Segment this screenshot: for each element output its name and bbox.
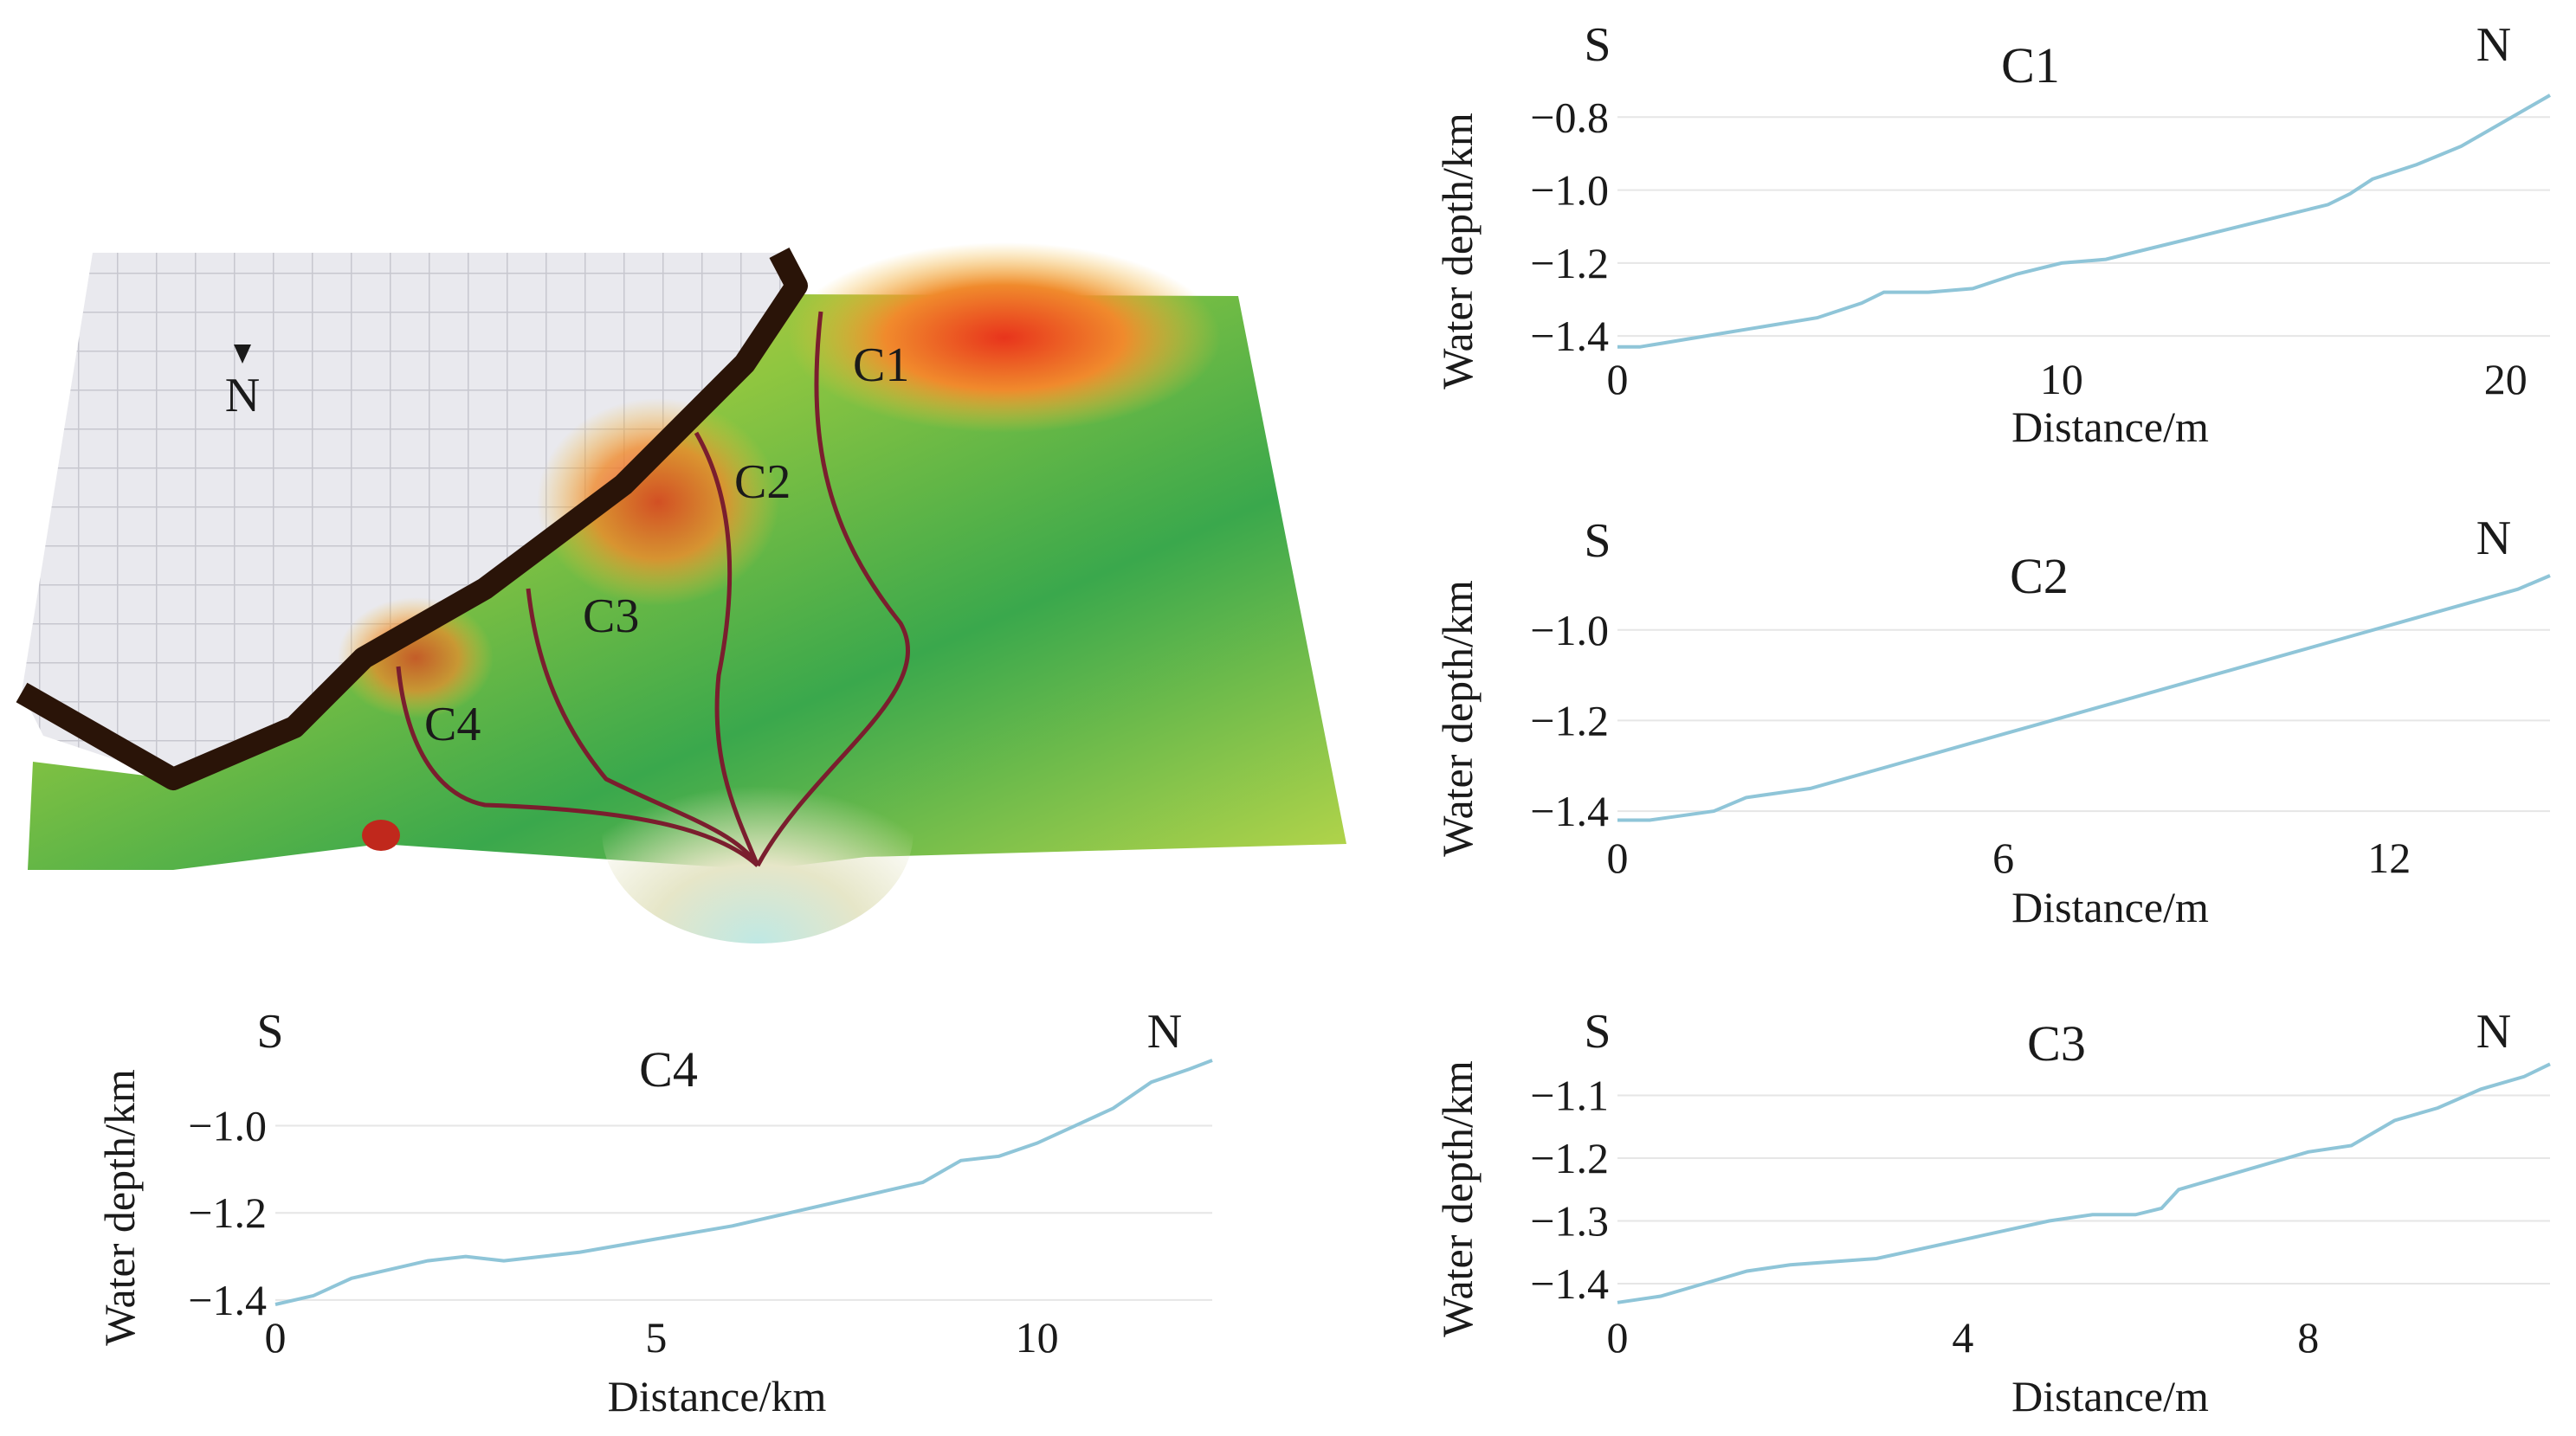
chart-title-c3: C3 [2027,1015,2086,1072]
channel-c4-thalweg [396,666,759,867]
chart-title-c2: C2 [2010,548,2069,604]
chart-title-c4: C4 [639,1041,698,1098]
shelf-break-escarpment [16,247,808,790]
channel-c3-thalweg [526,588,760,867]
x-tick-label-c1-0: 0 [1607,355,1629,403]
y-axis-title-c2: Water depth/km [1433,580,1482,857]
channel-c2-thalweg [694,431,760,866]
chart-right-label-c4: N [1147,1005,1182,1059]
x-tick-label-c3-1: 4 [1952,1313,1973,1362]
y-tick-label-c1-0: −0.8 [1530,93,1609,141]
x-tick-label-c2-1: 6 [1992,834,2014,882]
continental-shelf [22,253,797,779]
channel-label-c3: C3 [583,589,639,643]
chart-c4: −1.0 −1.2 −1.4 0 5 10 C4 S N Distance/km Wat… [95,1005,1213,1420]
chart-left-label-c3: S [1584,1005,1611,1059]
lower-slope-high [338,597,494,718]
x-tick-label-c1-2: 20 [2484,355,2528,403]
channel-c1-thalweg [755,311,910,867]
x-tick-label-c4-2: 10 [1016,1313,1059,1362]
x-axis-title-c1: Distance/m [2011,402,2209,451]
y-tick-label-c2-2: −1.4 [1530,787,1609,835]
y-tick-label-c1-2: −1.2 [1530,239,1609,287]
chart-right-label-c1: N [2476,18,2511,72]
chart-c3: −1.1 −1.2 −1.3 −1.4 0 4 8 C3 S N Distance/m W… [1433,1005,2551,1420]
y-axis-title-c1: Water depth/km [1433,113,1482,390]
x-tick-label-c1-1: 10 [2040,355,2083,403]
y-tick-label-c3-2: −1.3 [1530,1197,1609,1246]
profile-line-c4 [274,1059,1213,1306]
y-tick-label-c3-1: −1.2 [1530,1134,1609,1182]
y-tick-label-c1-1: −1.0 [1530,166,1609,215]
profile-line-c3 [1617,1062,2551,1304]
chart-right-label-c2: N [2476,512,2511,565]
y-tick-label-c2-1: −1.2 [1530,696,1609,744]
y-tick-label-c3-0: −1.1 [1530,1072,1609,1120]
y-axis-title-c3: Water depth/km [1433,1060,1482,1337]
x-tick-label-c2-2: 12 [2367,834,2411,882]
chart-left-label-c4: S [256,1005,283,1059]
y-axis-title-c4: Water depth/km [95,1069,144,1346]
channel-label-c1: C1 [853,338,909,392]
y-tick-label-c1-3: −1.4 [1530,312,1609,360]
chart-right-label-c3: N [2476,1005,2511,1059]
toe-spot [362,820,400,851]
x-axis-title-c2: Distance/m [2011,883,2209,931]
x-tick-label-c4-1: 5 [645,1313,667,1362]
x-tick-label-c2-0: 0 [1607,834,1629,882]
profile-line-c1 [1617,93,2551,349]
x-axis-title-c3: Distance/m [2011,1372,2209,1420]
bathymetry-map: N C1 C2 C3 C4 [16,242,1346,943]
x-tick-label-c4-0: 0 [265,1313,287,1362]
x-tick-label-c3-2: 8 [2297,1313,2319,1362]
channel-label-c4: C4 [424,698,481,751]
mid-slope-high [537,398,779,606]
chart-title-c1: C1 [2001,37,2060,93]
y-tick-label-c3-3: −1.4 [1530,1259,1609,1308]
upper-slope-high [788,242,1221,433]
north-arrow-icon [234,345,251,364]
y-tick-label-c4-2: −1.4 [188,1276,267,1324]
y-tick-label-c4-0: −1.0 [188,1102,267,1150]
y-tick-label-c2-0: −1.0 [1530,606,1609,654]
x-axis-title-c4: Distance/km [608,1372,827,1420]
chart-left-label-c2: S [1584,514,1611,568]
north-label: N [225,369,260,422]
chart-left-label-c1: S [1584,18,1611,72]
chart-c2: −1.0 −1.2 −1.4 0 6 12 C2 S N Distance/m Wate… [1433,512,2551,931]
channel-label-c2: C2 [734,455,791,509]
profile-line-c2 [1617,574,2551,822]
chart-c1: −0.8 −1.0 −1.2 −1.4 0 10 20 C1 S N Distance/m… [1433,18,2551,451]
basin-fan [602,718,914,943]
y-tick-label-c4-1: −1.2 [188,1188,267,1237]
x-tick-label-c3-0: 0 [1607,1313,1629,1362]
